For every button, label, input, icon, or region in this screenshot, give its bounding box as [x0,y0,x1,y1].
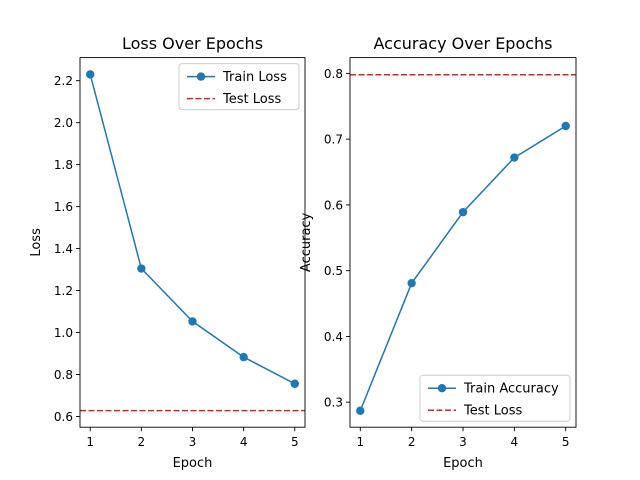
y-tick-label: 0.3 [324,396,343,410]
loss-chart: Loss Over Epochs 1 2 3 4 5 0.6 0.8 1.0 1.2 1.4 1.6 1… [29,34,306,471]
train-accuracy-point [458,207,468,217]
train-accuracy-point [407,278,416,288]
x-tick-label: 3 [189,435,197,449]
train-loss-point [290,379,299,388]
y-tick-label: 1.0 [54,326,73,340]
y-tick-label: 1.6 [54,200,73,214]
loss-y-axis-label: Loss [29,228,44,257]
legend-label: Test Loss [463,404,522,419]
y-tick-label: 0.6 [324,198,343,212]
x-tick-label: 5 [562,435,570,449]
x-tick-label: 1 [356,435,364,449]
train-loss-point [137,264,146,273]
loss-chart-title: Loss Over Epochs [122,34,263,53]
y-tick-label: 1.2 [54,284,73,298]
accuracy-legend-box [419,374,571,422]
accuracy-chart-title: Accuracy Over Epochs [373,34,552,53]
y-tick-label: 0.8 [54,368,73,382]
train-loss-point [239,352,248,362]
accuracy-chart: Accuracy Over Epochs 1 2 3 4 5 0.3 0.4 0.5 0.6 0.7… [299,34,577,471]
legend-marker-train-loss [196,72,206,81]
train-loss-point [188,317,197,326]
train-loss-point [86,70,95,79]
x-tick-label: 1 [86,435,94,449]
accuracy-y-axis-label: Accuracy [299,212,314,272]
train-accuracy-point [510,153,519,162]
x-tick-label: 2 [408,435,416,449]
y-tick-label: 0.6 [54,410,73,424]
train-accuracy-point [356,406,365,415]
y-tick-label: 2.2 [54,74,73,88]
x-tick-label: 5 [291,435,299,449]
x-tick-label: 4 [511,435,519,449]
legend-label: Train Accuracy [463,382,559,397]
y-tick-label: 0.5 [324,264,343,278]
legend-label: Test Loss [222,92,281,107]
x-tick-label: 2 [138,435,146,449]
y-tick-label: 0.4 [324,330,343,344]
y-tick-label: 0.7 [324,133,343,147]
legend-marker-train-accuracy [437,384,447,393]
y-tick-label: 1.4 [54,242,73,256]
train-accuracy-point [561,121,570,131]
x-tick-label: 3 [459,435,467,449]
legend-label: Train Loss [222,70,287,85]
accuracy-x-axis-label: Epoch [443,456,483,471]
y-tick-label: 0.8 [324,67,343,81]
x-tick-label: 4 [240,435,248,449]
y-tick-label: 1.8 [54,158,73,172]
loss-x-axis-label: Epoch [173,456,213,471]
y-tick-label: 2.0 [54,116,73,130]
